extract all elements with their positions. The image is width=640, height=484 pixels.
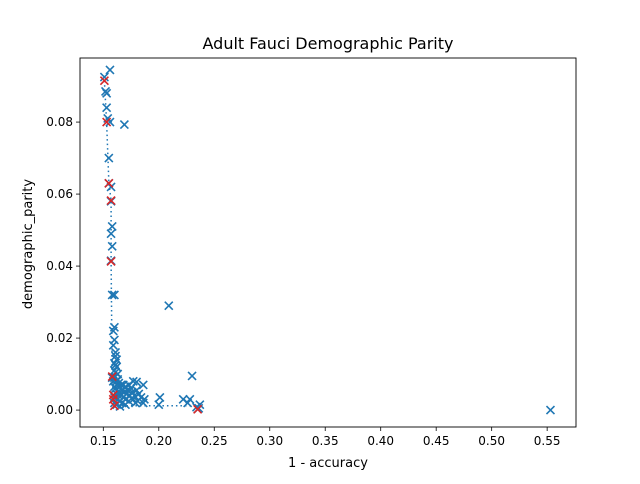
y-tick-label: 0.00 bbox=[46, 403, 73, 417]
model-point bbox=[108, 340, 118, 350]
x-tick-label: 0.45 bbox=[423, 434, 450, 448]
model-point bbox=[107, 290, 117, 300]
chart-title: Adult Fauci Demographic Parity bbox=[203, 34, 454, 53]
y-tick-label: 0.06 bbox=[46, 187, 73, 201]
model-point bbox=[105, 117, 115, 127]
model-point bbox=[154, 400, 164, 410]
x-tick-label: 0.55 bbox=[534, 434, 561, 448]
x-axis: 0.15 0.20 0.25 0.30 0.35 0.40 0.45 0.50 0.55 bbox=[90, 427, 561, 448]
pareto-point bbox=[99, 76, 109, 86]
x-tick-label: 0.50 bbox=[478, 434, 505, 448]
y-axis-label: demographic_parity bbox=[21, 179, 36, 309]
model-point bbox=[106, 229, 116, 239]
x-tick-label: 0.40 bbox=[367, 434, 394, 448]
model-point bbox=[104, 153, 114, 163]
model-point bbox=[110, 347, 121, 358]
pareto-point bbox=[106, 195, 116, 206]
model-point bbox=[99, 72, 109, 82]
model-point bbox=[102, 103, 112, 113]
model-point bbox=[130, 398, 141, 408]
x-axis-label: 1 - accuracy bbox=[288, 456, 368, 471]
x-tick-label: 0.15 bbox=[90, 434, 117, 448]
model-point bbox=[155, 392, 165, 403]
y-tick-label: 0.02 bbox=[46, 331, 73, 345]
pareto-point bbox=[104, 178, 114, 188]
model-point bbox=[187, 371, 197, 381]
model-point bbox=[119, 120, 129, 130]
y-tick-label: 0.04 bbox=[46, 259, 73, 273]
y-tick-label: 0.08 bbox=[46, 115, 73, 129]
plot-area bbox=[99, 65, 556, 415]
model-point bbox=[138, 380, 148, 390]
pareto-point bbox=[102, 117, 112, 127]
model-point bbox=[107, 221, 117, 232]
x-tick-label: 0.25 bbox=[201, 434, 228, 448]
pareto-point bbox=[109, 401, 119, 411]
model-point bbox=[164, 301, 174, 311]
pareto-frontier-line bbox=[103, 80, 199, 410]
x-tick-label: 0.20 bbox=[145, 434, 172, 448]
y-axis: 0.00 0.02 0.04 0.06 0.08 bbox=[46, 115, 80, 417]
model-point bbox=[108, 326, 118, 336]
pareto-point bbox=[106, 256, 116, 266]
model-point bbox=[102, 88, 112, 98]
model-point bbox=[545, 405, 556, 415]
model-point bbox=[107, 241, 117, 251]
model-point bbox=[183, 398, 193, 408]
x-tick-label: 0.35 bbox=[312, 434, 339, 448]
pareto-point bbox=[107, 372, 117, 382]
model-point bbox=[105, 65, 115, 75]
model-point bbox=[109, 290, 119, 300]
axes-frame bbox=[79, 57, 577, 428]
model-point bbox=[120, 400, 131, 410]
pareto-point bbox=[193, 404, 203, 414]
x-tick-label: 0.30 bbox=[256, 434, 283, 448]
model-point bbox=[138, 398, 148, 408]
